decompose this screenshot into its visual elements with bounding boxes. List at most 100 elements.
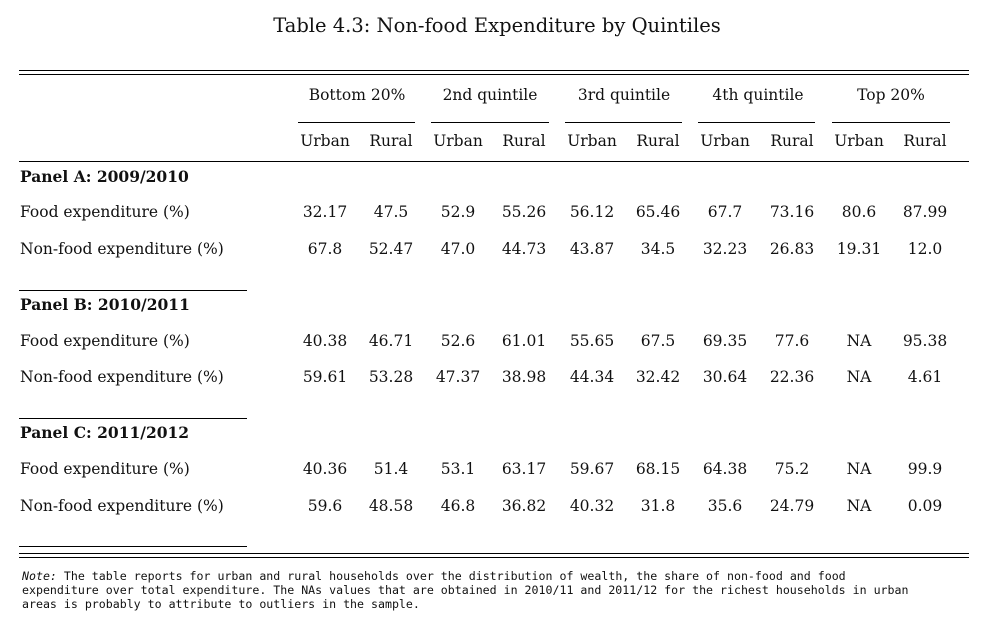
panel-a-food-cell: 67.7 — [707, 203, 743, 221]
panel-b-food-cell: 77.6 — [774, 332, 810, 350]
panel-b-food-cell: 67.5 — [640, 332, 676, 350]
panel-c-food-cell: 63.17 — [501, 460, 547, 478]
panel-a-nonfood-cell: 47.0 — [440, 240, 476, 258]
panel-c-row-nonfood-label: Non-food expenditure (%) — [20, 497, 224, 515]
area-header-urban-2: Urban — [433, 132, 483, 150]
panel-b-rule — [19, 290, 247, 292]
panel-c-nonfood-cell: 24.79 — [769, 497, 815, 515]
panel-b-food-cell: 95.38 — [902, 332, 948, 350]
panel-c-nonfood-cell: 40.32 — [569, 497, 615, 515]
panel-c-nonfood-cell: 59.6 — [307, 497, 343, 515]
panel-b-title: Panel B: 2010/2011 — [20, 295, 190, 314]
panel-a-title: Panel A: 2009/2010 — [20, 167, 189, 186]
table-note: Note: The table reports for urban and ru… — [22, 569, 922, 611]
panel-a-food-cell: 52.9 — [440, 203, 476, 221]
panel-a-food-cell: 47.5 — [373, 203, 409, 221]
quintile-header-2: 2nd quintile — [442, 86, 538, 104]
panel-c-nonfood-cell: 0.09 — [907, 497, 943, 515]
panel-a-food-cell: 80.6 — [841, 203, 877, 221]
panel-c-food-cell: NA — [846, 460, 872, 478]
panel-c-nonfood-cell: NA — [846, 497, 872, 515]
area-header-rural-5: Rural — [903, 132, 947, 150]
quintile-underline-3 — [565, 122, 682, 123]
panel-a-nonfood-cell: 52.47 — [368, 240, 414, 258]
panel-c-nonfood-cell: 31.8 — [640, 497, 676, 515]
panel-b-food-cell: 46.71 — [368, 332, 414, 350]
panel-c-nonfood-cell: 36.82 — [501, 497, 547, 515]
panel-b-food-cell: NA — [846, 332, 872, 350]
quintile-underline-1 — [298, 122, 415, 123]
panel-b-row-food-label: Food expenditure (%) — [20, 332, 190, 350]
panel-b-nonfood-cell: 22.36 — [769, 368, 815, 386]
note-label: Note: — [22, 569, 57, 583]
panel-a-food-cell: 56.12 — [569, 203, 615, 221]
quintile-underline-4 — [698, 122, 815, 123]
panel-a-food-cell: 65.46 — [635, 203, 681, 221]
panel-a-nonfood-cell: 44.73 — [501, 240, 547, 258]
panel-c-title: Panel C: 2011/2012 — [20, 423, 190, 442]
area-header-urban-1: Urban — [300, 132, 350, 150]
quintile-header-3: 3rd quintile — [577, 86, 671, 104]
panel-b-nonfood-cell: 53.28 — [368, 368, 414, 386]
panel-c-food-cell: 40.36 — [302, 460, 348, 478]
panel-c-nonfood-cell: 46.8 — [440, 497, 476, 515]
area-header-rural-2: Rural — [502, 132, 546, 150]
quintile-header-5: Top 20% — [857, 86, 925, 104]
quintile-underline-5 — [832, 122, 950, 123]
panel-a-nonfood-cell: 26.83 — [769, 240, 815, 258]
panel-c-food-cell: 64.38 — [702, 460, 748, 478]
panel-a-food-cell: 32.17 — [302, 203, 348, 221]
area-header-rural-1: Rural — [369, 132, 413, 150]
panel-b-food-cell: 40.38 — [302, 332, 348, 350]
panel-c-food-cell: 51.4 — [373, 460, 409, 478]
panel-b-nonfood-cell: 32.42 — [635, 368, 681, 386]
quintile-header-1: Bottom 20% — [308, 86, 406, 104]
panel-c-nonfood-cell: 48.58 — [368, 497, 414, 515]
panel-c-food-cell: 53.1 — [440, 460, 476, 478]
bottom-rule-inner — [19, 557, 969, 559]
panel-a-nonfood-cell: 19.31 — [836, 240, 882, 258]
panel-a-food-cell: 55.26 — [501, 203, 547, 221]
area-header-rural-3: Rural — [636, 132, 680, 150]
panel-c-row-food-label: Food expenditure (%) — [20, 460, 190, 478]
area-header-urban-3: Urban — [567, 132, 617, 150]
top-rule-inner — [19, 74, 969, 76]
panel-c-food-cell: 68.15 — [635, 460, 681, 478]
note-text: The table reports for urban and rural ho… — [22, 569, 909, 611]
panel-b-nonfood-cell: 4.61 — [907, 368, 943, 386]
quintile-underline-2 — [431, 122, 549, 123]
table-caption: Table 4.3: Non-food Expenditure by Quint… — [273, 14, 721, 37]
panel-c-food-cell: 75.2 — [774, 460, 810, 478]
panel-end-rule — [19, 546, 247, 548]
header-bottom-rule — [19, 161, 969, 162]
panel-c-food-cell: 59.67 — [569, 460, 615, 478]
quintile-header-4: 4th quintile — [712, 86, 804, 104]
panel-b-nonfood-cell: 59.61 — [302, 368, 348, 386]
bottom-rule-outer — [19, 553, 969, 555]
panel-a-nonfood-cell: 12.0 — [907, 240, 943, 258]
panel-b-nonfood-cell: 30.64 — [702, 368, 748, 386]
panel-b-nonfood-cell: 47.37 — [435, 368, 481, 386]
panel-a-nonfood-cell: 67.8 — [307, 240, 343, 258]
panel-b-food-cell: 69.35 — [702, 332, 748, 350]
panel-b-nonfood-cell: 44.34 — [569, 368, 615, 386]
area-header-rural-4: Rural — [770, 132, 814, 150]
panel-b-nonfood-cell: 38.98 — [501, 368, 547, 386]
panel-c-rule — [19, 418, 247, 420]
panel-b-row-nonfood-label: Non-food expenditure (%) — [20, 368, 224, 386]
area-header-urban-4: Urban — [700, 132, 750, 150]
panel-a-nonfood-cell: 34.5 — [640, 240, 676, 258]
panel-c-food-cell: 99.9 — [907, 460, 943, 478]
panel-b-food-cell: 52.6 — [440, 332, 476, 350]
panel-c-nonfood-cell: 35.6 — [707, 497, 743, 515]
area-header-urban-5: Urban — [834, 132, 884, 150]
top-rule-outer — [19, 70, 969, 72]
panel-b-food-cell: 55.65 — [569, 332, 615, 350]
panel-b-nonfood-cell: NA — [846, 368, 872, 386]
panel-a-food-cell: 73.16 — [769, 203, 815, 221]
panel-a-food-cell: 87.99 — [902, 203, 948, 221]
panel-a-row-food-label: Food expenditure (%) — [20, 203, 190, 221]
panel-a-nonfood-cell: 43.87 — [569, 240, 615, 258]
panel-b-food-cell: 61.01 — [501, 332, 547, 350]
panel-a-nonfood-cell: 32.23 — [702, 240, 748, 258]
